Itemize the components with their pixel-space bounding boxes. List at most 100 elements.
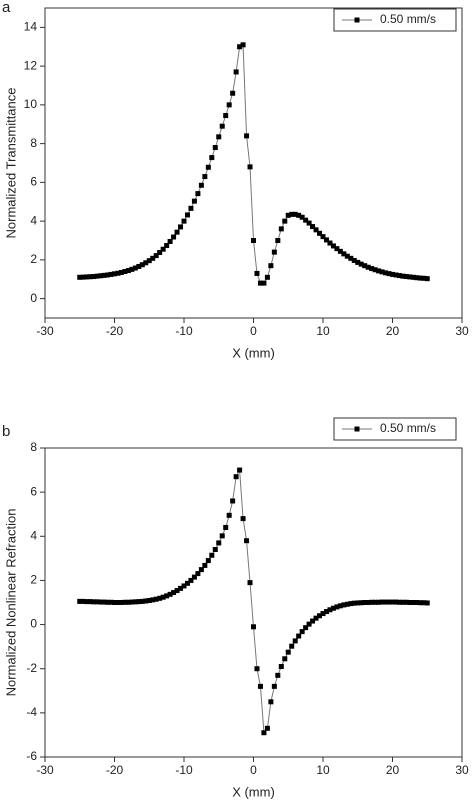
marker: [150, 255, 156, 261]
marker: [223, 524, 229, 530]
marker: [282, 218, 288, 224]
x-tick-label: -10: [175, 324, 193, 338]
marker: [184, 580, 190, 586]
y-axis-title: Normalized Nonlinear Refraction: [3, 509, 18, 697]
marker: [198, 182, 204, 188]
marker: [202, 562, 208, 568]
marker: [251, 624, 256, 630]
marker: [101, 272, 107, 278]
y-tick-label: 6: [30, 484, 37, 498]
marker: [254, 270, 260, 276]
marker: [160, 246, 166, 252]
marker: [94, 599, 100, 605]
marker: [407, 274, 413, 280]
marker: [320, 611, 326, 617]
marker: [306, 220, 312, 226]
marker: [330, 605, 336, 611]
marker: [153, 596, 159, 602]
marker: [122, 269, 128, 274]
marker: [226, 102, 232, 108]
marker: [303, 217, 309, 223]
marker: [136, 263, 142, 269]
marker: [358, 600, 364, 606]
marker: [414, 275, 420, 281]
marker: [129, 266, 135, 272]
marker: [195, 191, 201, 197]
marker: [167, 238, 173, 244]
marker: [219, 533, 225, 539]
marker: [240, 516, 246, 522]
panel-label: a: [2, 0, 11, 16]
marker: [132, 599, 138, 605]
y-tick-label: 14: [24, 20, 38, 34]
marker: [171, 590, 177, 596]
marker: [330, 243, 336, 249]
marker: [369, 266, 375, 272]
marker: [306, 621, 312, 627]
marker: [77, 598, 83, 604]
marker: [108, 271, 114, 277]
marker: [299, 214, 305, 220]
marker: [417, 600, 423, 606]
x-axis-title: X (mm): [232, 345, 275, 360]
panel-label: b: [2, 423, 10, 440]
y-tick-label: 8: [30, 136, 37, 150]
marker: [118, 269, 124, 275]
marker: [285, 212, 291, 218]
marker: [292, 638, 298, 644]
marker: [296, 212, 302, 218]
y-tick-label: 0: [30, 617, 37, 631]
y-tick-label: 10: [24, 97, 38, 111]
marker: [150, 597, 156, 603]
marker: [341, 602, 347, 608]
marker: [212, 145, 218, 150]
legend-marker: [354, 426, 360, 432]
marker: [424, 276, 430, 282]
marker: [230, 498, 236, 504]
y-axis-title: Normalized Transmittance: [3, 88, 18, 239]
series-line: [79, 43, 428, 284]
marker: [244, 133, 250, 139]
y-tick-label: 2: [30, 573, 37, 587]
marker: [257, 683, 263, 689]
marker: [139, 262, 145, 268]
marker: [181, 218, 187, 224]
marker: [164, 593, 170, 599]
marker: [233, 474, 239, 480]
marker: [414, 600, 420, 605]
marker: [327, 240, 333, 246]
marker: [174, 229, 180, 235]
marker: [91, 274, 97, 280]
marker: [355, 600, 361, 606]
x-tick-label: -20: [106, 324, 124, 338]
marker: [323, 609, 329, 615]
marker: [237, 467, 243, 473]
marker: [198, 567, 204, 573]
y-tick-label: 6: [30, 175, 37, 189]
marker: [191, 198, 197, 204]
marker: [271, 683, 277, 689]
marker: [188, 205, 194, 211]
marker: [164, 243, 170, 249]
marker: [372, 267, 378, 273]
marker: [317, 613, 323, 619]
marker: [84, 599, 90, 605]
marker: [84, 274, 90, 280]
marker: [247, 580, 253, 586]
marker: [237, 44, 243, 50]
marker: [365, 600, 371, 605]
marker: [386, 599, 392, 605]
x-tick-label: 0: [250, 763, 257, 777]
marker: [87, 274, 93, 280]
marker: [282, 656, 288, 662]
marker: [396, 273, 402, 279]
marker: [251, 238, 256, 243]
marker: [136, 599, 142, 605]
x-tick-label: -10: [175, 763, 193, 777]
legend: 0.50 mm/s: [333, 417, 457, 441]
marker: [334, 604, 340, 610]
marker: [379, 599, 385, 605]
x-tick-label: -30: [36, 763, 54, 777]
marker: [351, 600, 357, 606]
legend-label: 0.50 mm/s: [380, 421, 436, 435]
